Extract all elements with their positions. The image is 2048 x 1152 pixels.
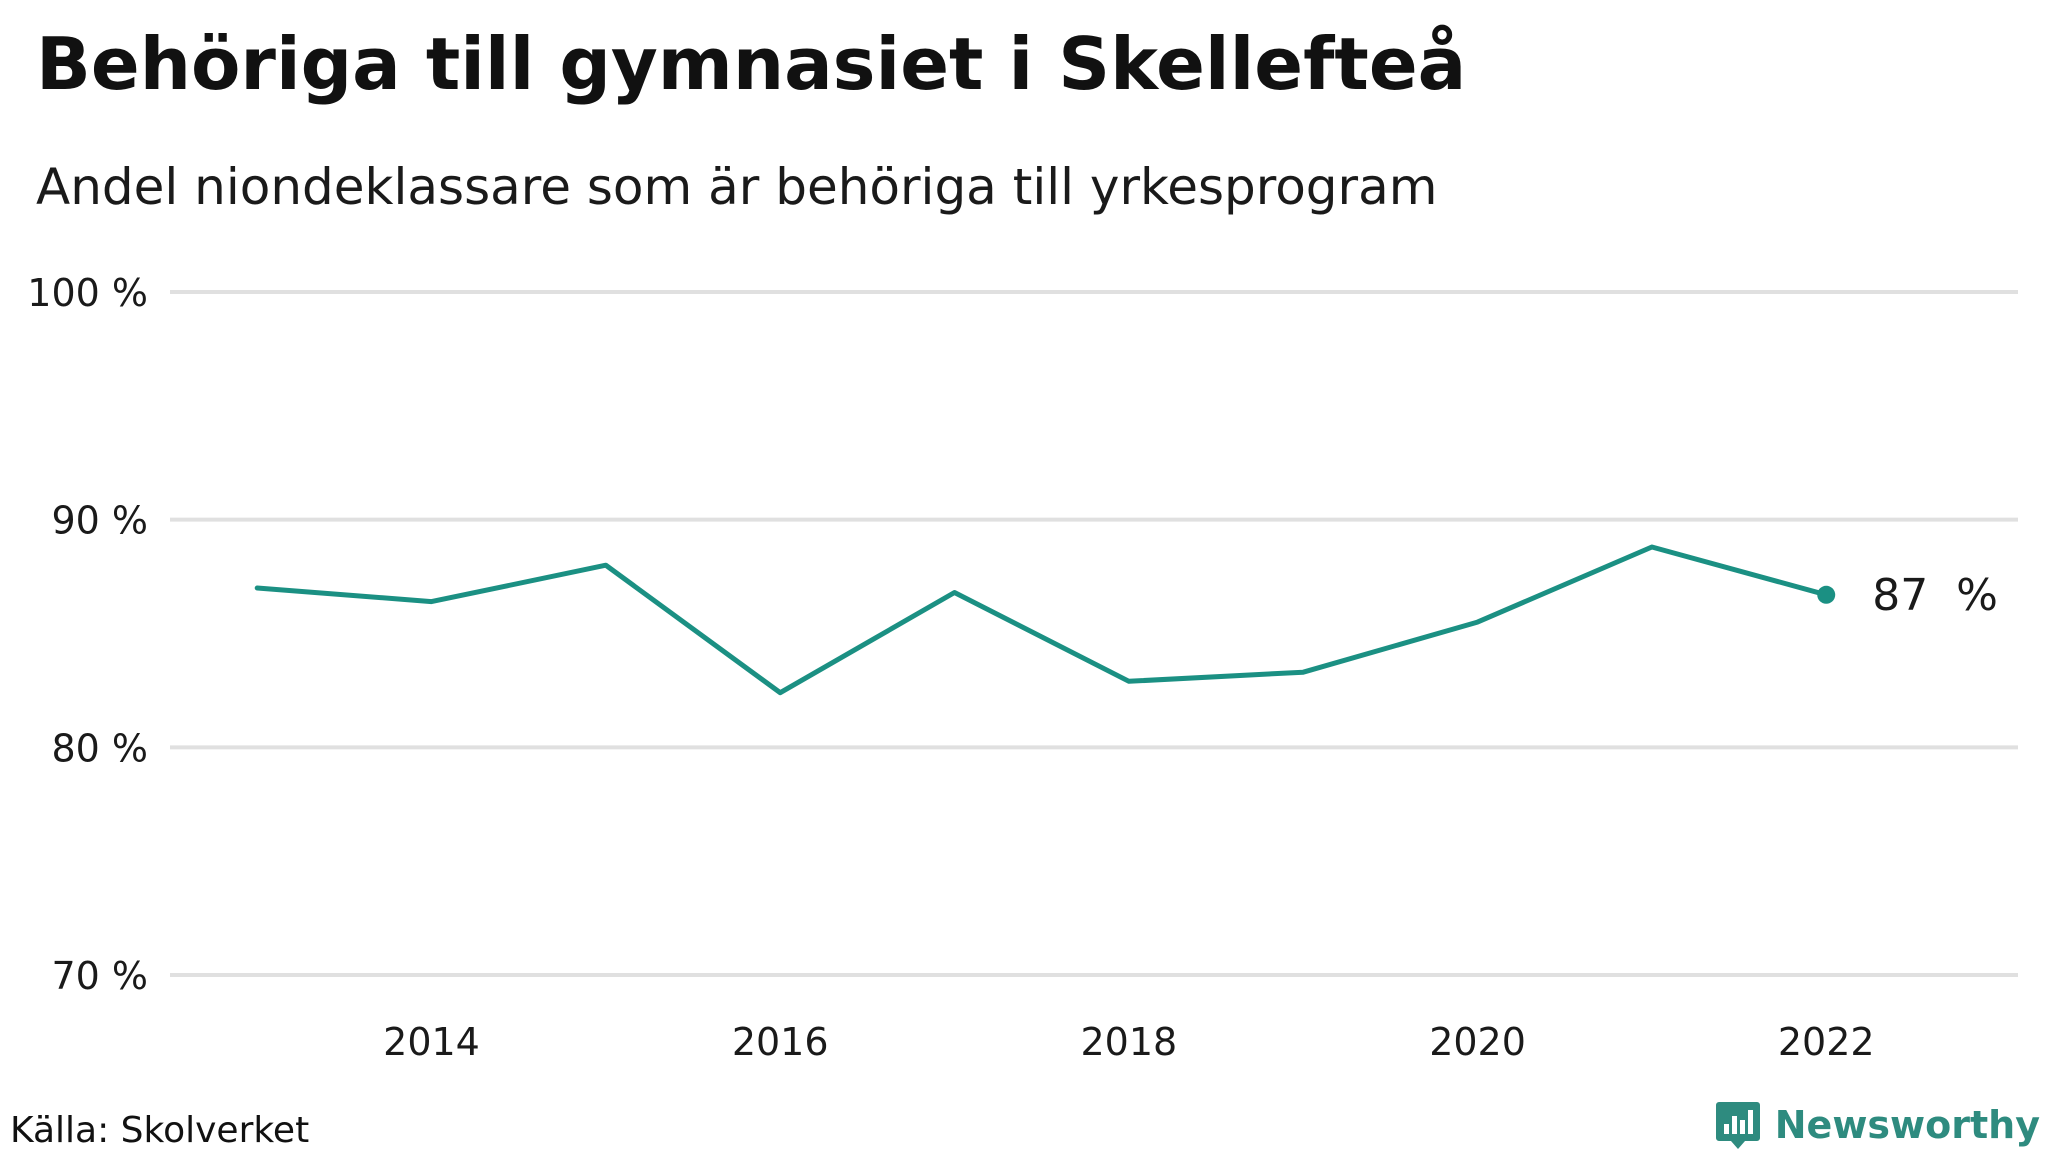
chart-title: Behöriga till gymnasiet i Skellefteå — [36, 22, 1467, 106]
x-tick-label: 2016 — [732, 1020, 829, 1064]
chart-subtitle: Andel niondeklassare som är behöriga til… — [36, 158, 1438, 216]
x-tick-label: 2022 — [1778, 1020, 1875, 1064]
y-tick-label: 90 % — [51, 499, 148, 543]
end-value-label: 87 % — [1872, 570, 1998, 621]
y-tick-label: 100 % — [27, 271, 148, 315]
brand-logo: Newsworthy — [1715, 1100, 2040, 1150]
x-axis-tick-labels: 2014 2016 2018 2020 2022 — [383, 1020, 1874, 1064]
y-tick-label: 70 % — [51, 954, 148, 998]
y-tick-label: 80 % — [51, 726, 148, 770]
data-series: 87 % — [254, 544, 1998, 696]
bar-chart-icon — [1715, 1102, 1760, 1149]
grid-lines — [170, 290, 2018, 977]
brand-name: Newsworthy — [1774, 1103, 2040, 1147]
x-tick-label: 2018 — [1081, 1020, 1178, 1064]
x-tick-label: 2020 — [1429, 1020, 1526, 1064]
source-note: Källa: Skolverket — [10, 1110, 310, 1151]
end-point-marker — [1817, 585, 1836, 604]
series-line — [254, 544, 1829, 696]
y-axis-tick-labels: 70 % 80 % 90 % 100 % — [27, 271, 148, 998]
line-chart: 70 % 80 % 90 % 100 % 2014 2016 2018 2020 2022 8… — [27, 271, 2018, 1064]
x-tick-label: 2014 — [383, 1020, 480, 1064]
